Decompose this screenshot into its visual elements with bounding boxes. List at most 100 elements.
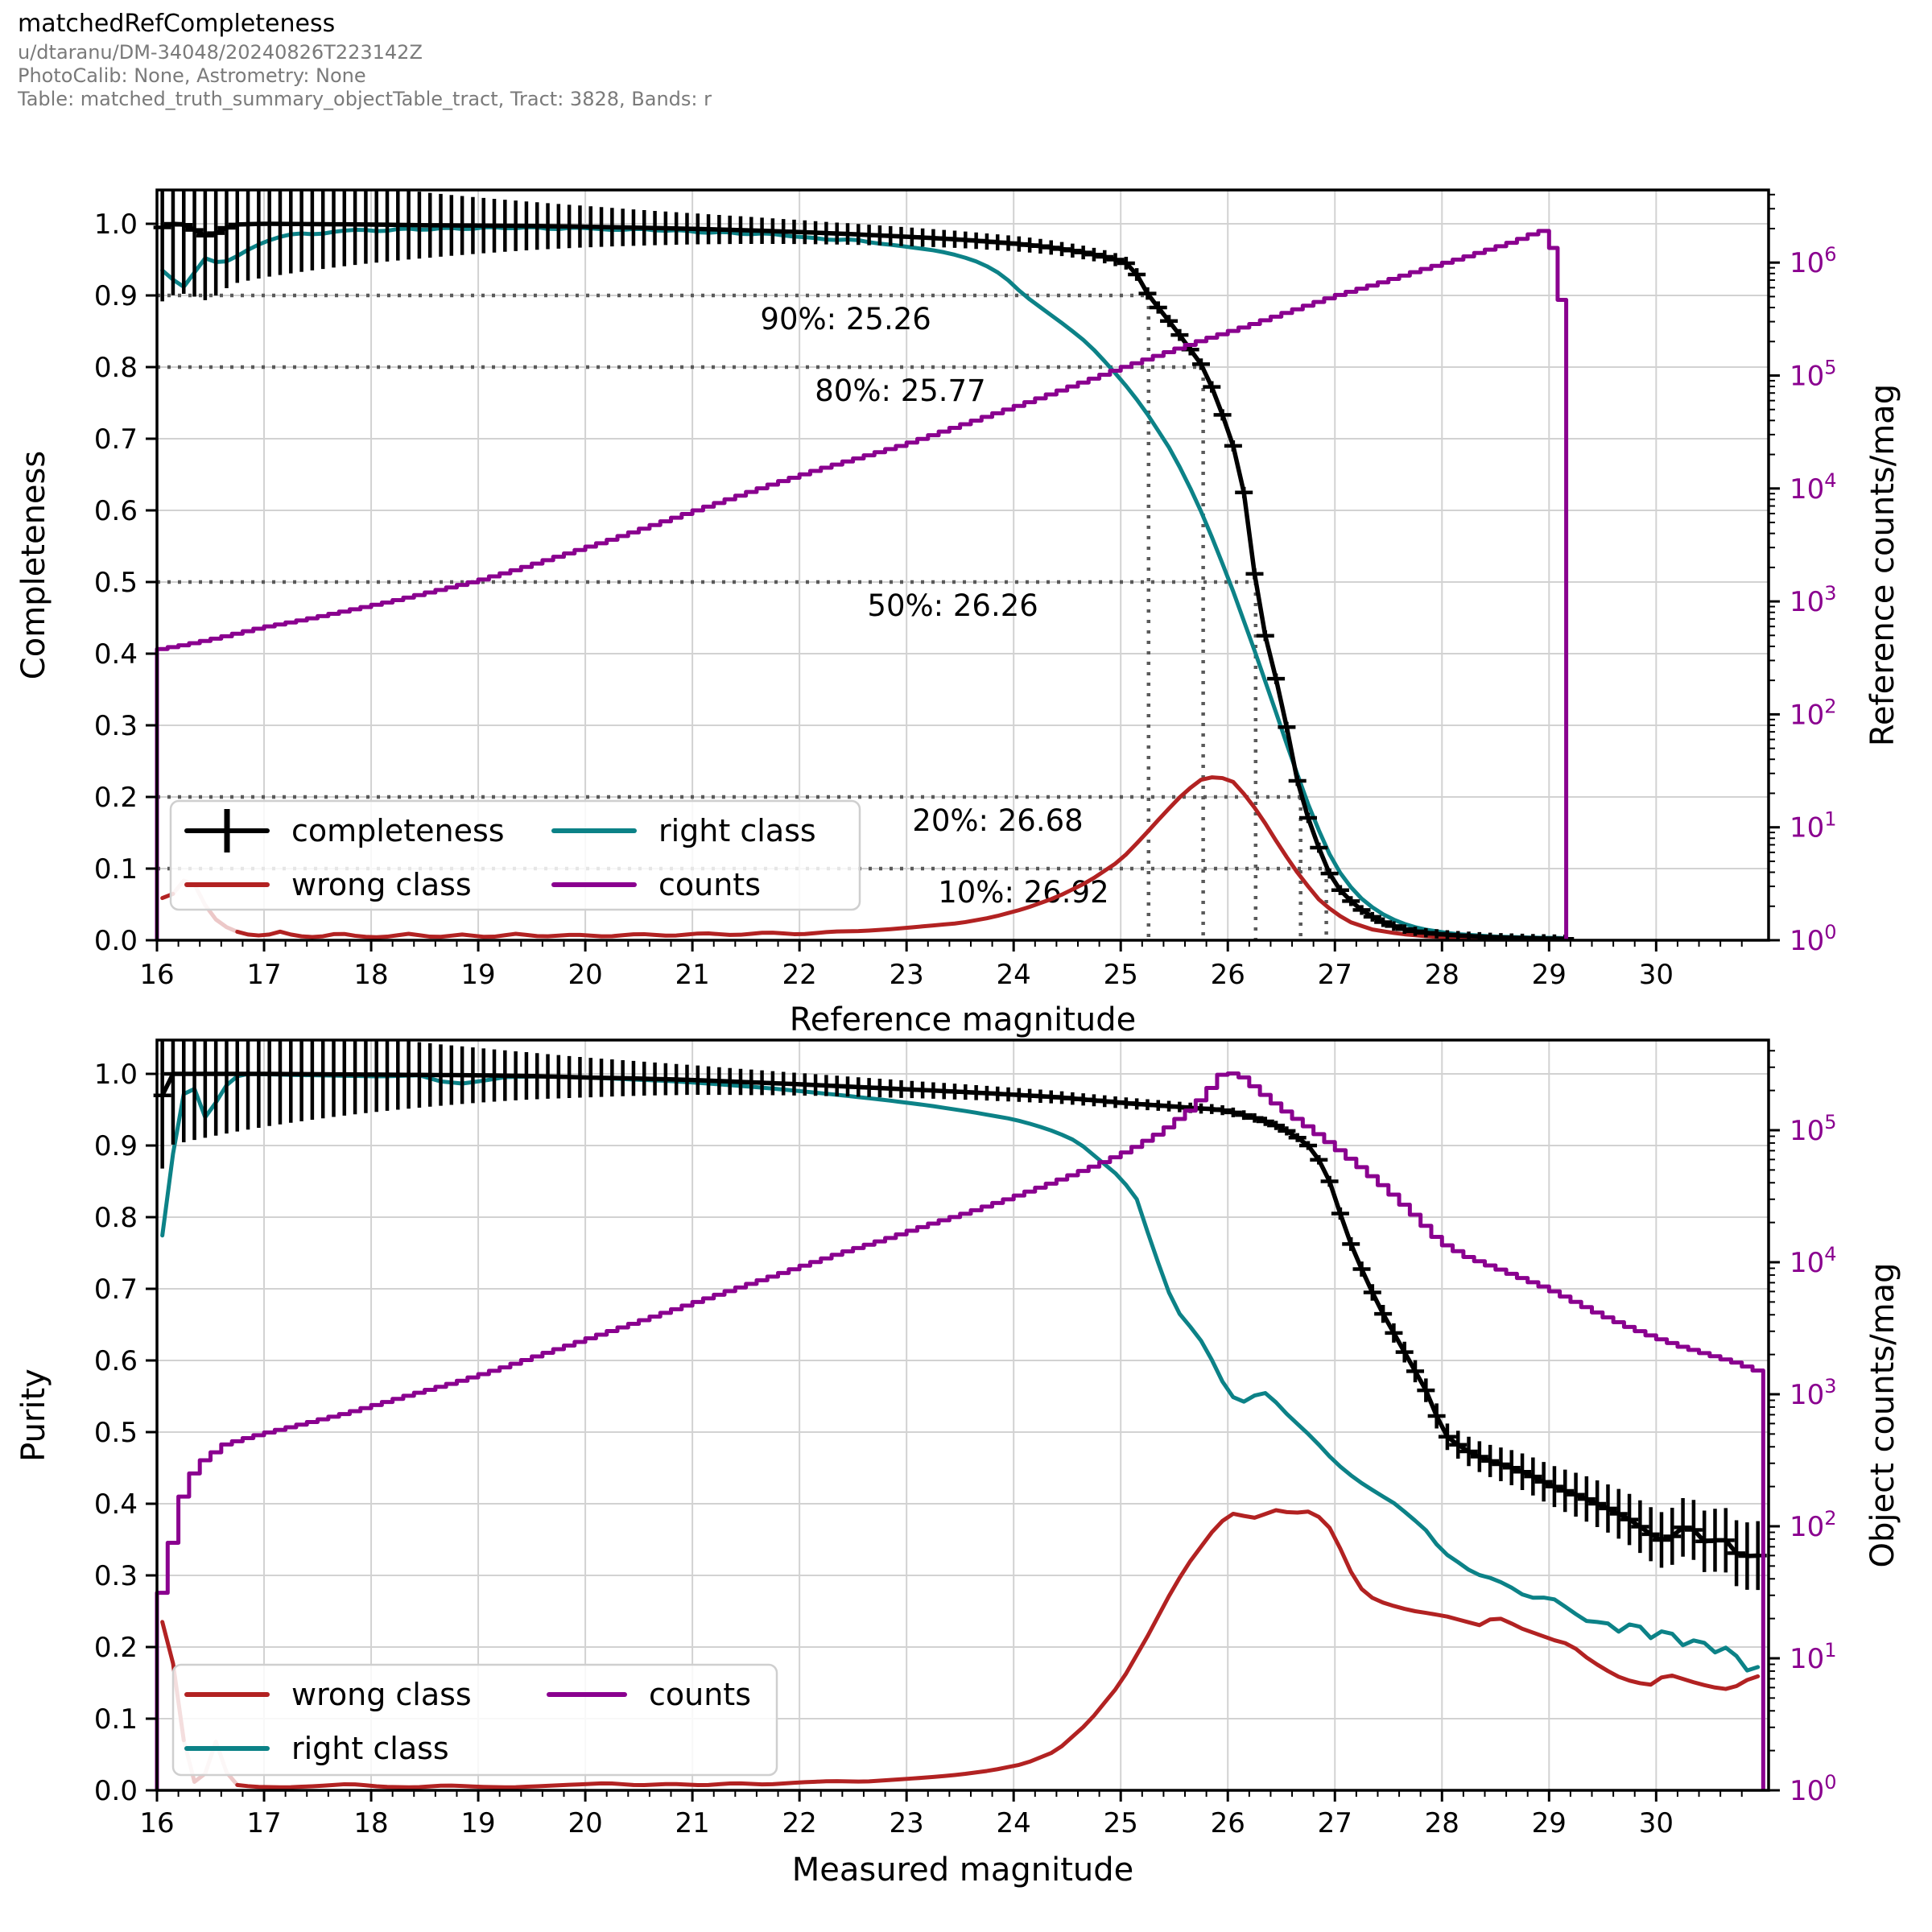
x-tick-label: 19 bbox=[460, 959, 495, 991]
completeness-annotations: 90%: 25.26 80%: 25.77 50%: 26.26 20%: 26.68… bbox=[157, 293, 1328, 940]
right-tick-label: 101 bbox=[1790, 1639, 1837, 1675]
purity-bin-markers bbox=[153, 1071, 1767, 1558]
legend-label: right class bbox=[291, 1731, 449, 1766]
legend-label: counts bbox=[658, 867, 761, 902]
y-tick-label: 0.8 bbox=[94, 352, 138, 384]
x-tick-label: 23 bbox=[890, 959, 924, 991]
completeness-bin-markers bbox=[153, 221, 1575, 941]
calib-line: PhotoCalib: None, Astrometry: None bbox=[18, 64, 366, 87]
y-tick-label: 0.8 bbox=[94, 1202, 138, 1234]
x-tick-label: 29 bbox=[1532, 1807, 1567, 1839]
y-tick-label: 0.2 bbox=[94, 782, 138, 814]
y-tick-label: 0.4 bbox=[94, 1488, 138, 1521]
right-tick-label: 103 bbox=[1790, 1375, 1837, 1411]
wrong-class-curve bbox=[235, 775, 1567, 941]
y-tick-label: 0.7 bbox=[94, 423, 138, 456]
threshold-label: 10%: 26.92 bbox=[938, 875, 1108, 910]
x-tick-label: 20 bbox=[568, 1807, 602, 1839]
x-tick-label: 27 bbox=[1318, 1807, 1352, 1839]
y-tick-label: 0.5 bbox=[94, 1417, 138, 1449]
legend-box bbox=[169, 799, 861, 911]
y-tick-label: 0.6 bbox=[94, 495, 138, 527]
purity-ticks: 16 17 18 19 20 21 22 23 24 25 26 27 28 29 30 0.0 0.1 0.2 0… bbox=[94, 1050, 1837, 1839]
right-tick-label: 100 bbox=[1790, 1771, 1837, 1807]
x-tick-label: 20 bbox=[568, 959, 602, 991]
x-tick-label: 24 bbox=[997, 1807, 1031, 1839]
threshold-label: 80%: 25.77 bbox=[815, 374, 985, 408]
legend-label: wrong class bbox=[291, 867, 472, 902]
threshold-label: 20%: 26.68 bbox=[912, 803, 1083, 838]
y-tick-label: 0.3 bbox=[94, 710, 138, 742]
counts-curve bbox=[155, 229, 1569, 940]
y-tick-label: 0.9 bbox=[94, 1130, 138, 1162]
right-tick-label: 102 bbox=[1790, 1507, 1837, 1543]
right-tick-label: 103 bbox=[1790, 582, 1837, 618]
completeness-ylabel-right: Reference counts/mag bbox=[1864, 384, 1901, 746]
x-tick-label: 23 bbox=[890, 1807, 924, 1839]
right-tick-label: 105 bbox=[1790, 357, 1837, 393]
y-tick-label: 1.0 bbox=[94, 208, 138, 241]
right-tick-label: 101 bbox=[1790, 808, 1837, 844]
threshold-label: 90%: 25.26 bbox=[760, 302, 931, 336]
x-tick-label: 22 bbox=[782, 959, 817, 991]
purity-ylabel: Purity bbox=[15, 1368, 52, 1462]
purity-ylabel-right: Object counts/mag bbox=[1864, 1262, 1901, 1567]
y-tick-label: 0.5 bbox=[94, 567, 138, 599]
y-tick-label: 0.1 bbox=[94, 853, 138, 886]
completeness-axes-frame bbox=[155, 188, 1770, 942]
purity-plot: 16 17 18 19 20 21 22 23 24 25 26 27 28 29 30 0.0 0.1 0.2 0… bbox=[15, 1038, 1901, 1889]
legend-label: wrong class bbox=[291, 1677, 472, 1712]
legend-box bbox=[171, 1663, 778, 1777]
purity-errorbars bbox=[160, 1040, 1760, 1591]
x-tick-label: 30 bbox=[1639, 1807, 1674, 1839]
x-tick-label: 25 bbox=[1104, 1807, 1138, 1839]
legend-label: right class bbox=[658, 813, 816, 848]
legend-label: counts bbox=[649, 1677, 751, 1712]
run-id: u/dtaranu/DM-34048/20240826T223142Z bbox=[18, 40, 423, 64]
x-tick-label: 25 bbox=[1104, 959, 1138, 991]
x-tick-label: 28 bbox=[1425, 959, 1459, 991]
threshold-label: 50%: 26.26 bbox=[867, 588, 1038, 623]
y-tick-label: 0.0 bbox=[94, 1775, 138, 1807]
y-tick-label: 0.1 bbox=[94, 1703, 138, 1736]
completeness-ylabel: Completeness bbox=[15, 451, 52, 679]
x-tick-label: 18 bbox=[353, 1807, 388, 1839]
x-tick-label: 29 bbox=[1532, 959, 1567, 991]
purity-legend: wrong class right class counts bbox=[171, 1663, 778, 1777]
figure-header: matchedRefCompleteness u/dtaranu/DM-3404… bbox=[18, 8, 712, 111]
x-tick-label: 17 bbox=[246, 959, 281, 991]
y-tick-label: 0.4 bbox=[94, 638, 138, 671]
purity-xlabel: Measured magnitude bbox=[792, 1852, 1133, 1889]
y-tick-label: 0.0 bbox=[94, 925, 138, 957]
y-tick-label: 0.2 bbox=[94, 1632, 138, 1664]
x-tick-label: 22 bbox=[782, 1807, 817, 1839]
wrong-class-curve bbox=[235, 1508, 1761, 1790]
y-tick-label: 1.0 bbox=[94, 1059, 138, 1091]
x-tick-label: 28 bbox=[1425, 1807, 1459, 1839]
completeness-legend: completeness wrong class right class counts bbox=[169, 799, 861, 911]
x-tick-label: 16 bbox=[139, 959, 174, 991]
right-tick-label: 100 bbox=[1790, 921, 1837, 957]
x-tick-label: 17 bbox=[246, 1807, 281, 1839]
page-title: matchedRefCompleteness bbox=[18, 10, 336, 38]
x-tick-label: 21 bbox=[675, 959, 709, 991]
x-tick-label: 26 bbox=[1211, 959, 1245, 991]
y-tick-label: 0.7 bbox=[94, 1274, 138, 1306]
x-tick-label: 27 bbox=[1318, 959, 1352, 991]
right-tick-label: 104 bbox=[1790, 469, 1837, 506]
x-tick-label: 26 bbox=[1211, 1807, 1245, 1839]
x-tick-label: 24 bbox=[997, 959, 1031, 991]
x-tick-label: 30 bbox=[1639, 959, 1674, 991]
table-line: Table: matched_truth_summary_objectTable… bbox=[18, 88, 712, 111]
x-tick-label: 19 bbox=[460, 1807, 495, 1839]
right-tick-label: 106 bbox=[1790, 243, 1837, 279]
x-tick-label: 18 bbox=[353, 959, 388, 991]
x-tick-label: 21 bbox=[675, 1807, 709, 1839]
y-tick-label: 0.3 bbox=[94, 1560, 138, 1592]
legend-label: completeness bbox=[291, 813, 505, 848]
x-tick-label: 16 bbox=[139, 1807, 174, 1839]
counts-curve bbox=[155, 1071, 1765, 1790]
completeness-xlabel: Reference magnitude bbox=[790, 1001, 1137, 1038]
right-tick-label: 104 bbox=[1790, 1243, 1837, 1279]
